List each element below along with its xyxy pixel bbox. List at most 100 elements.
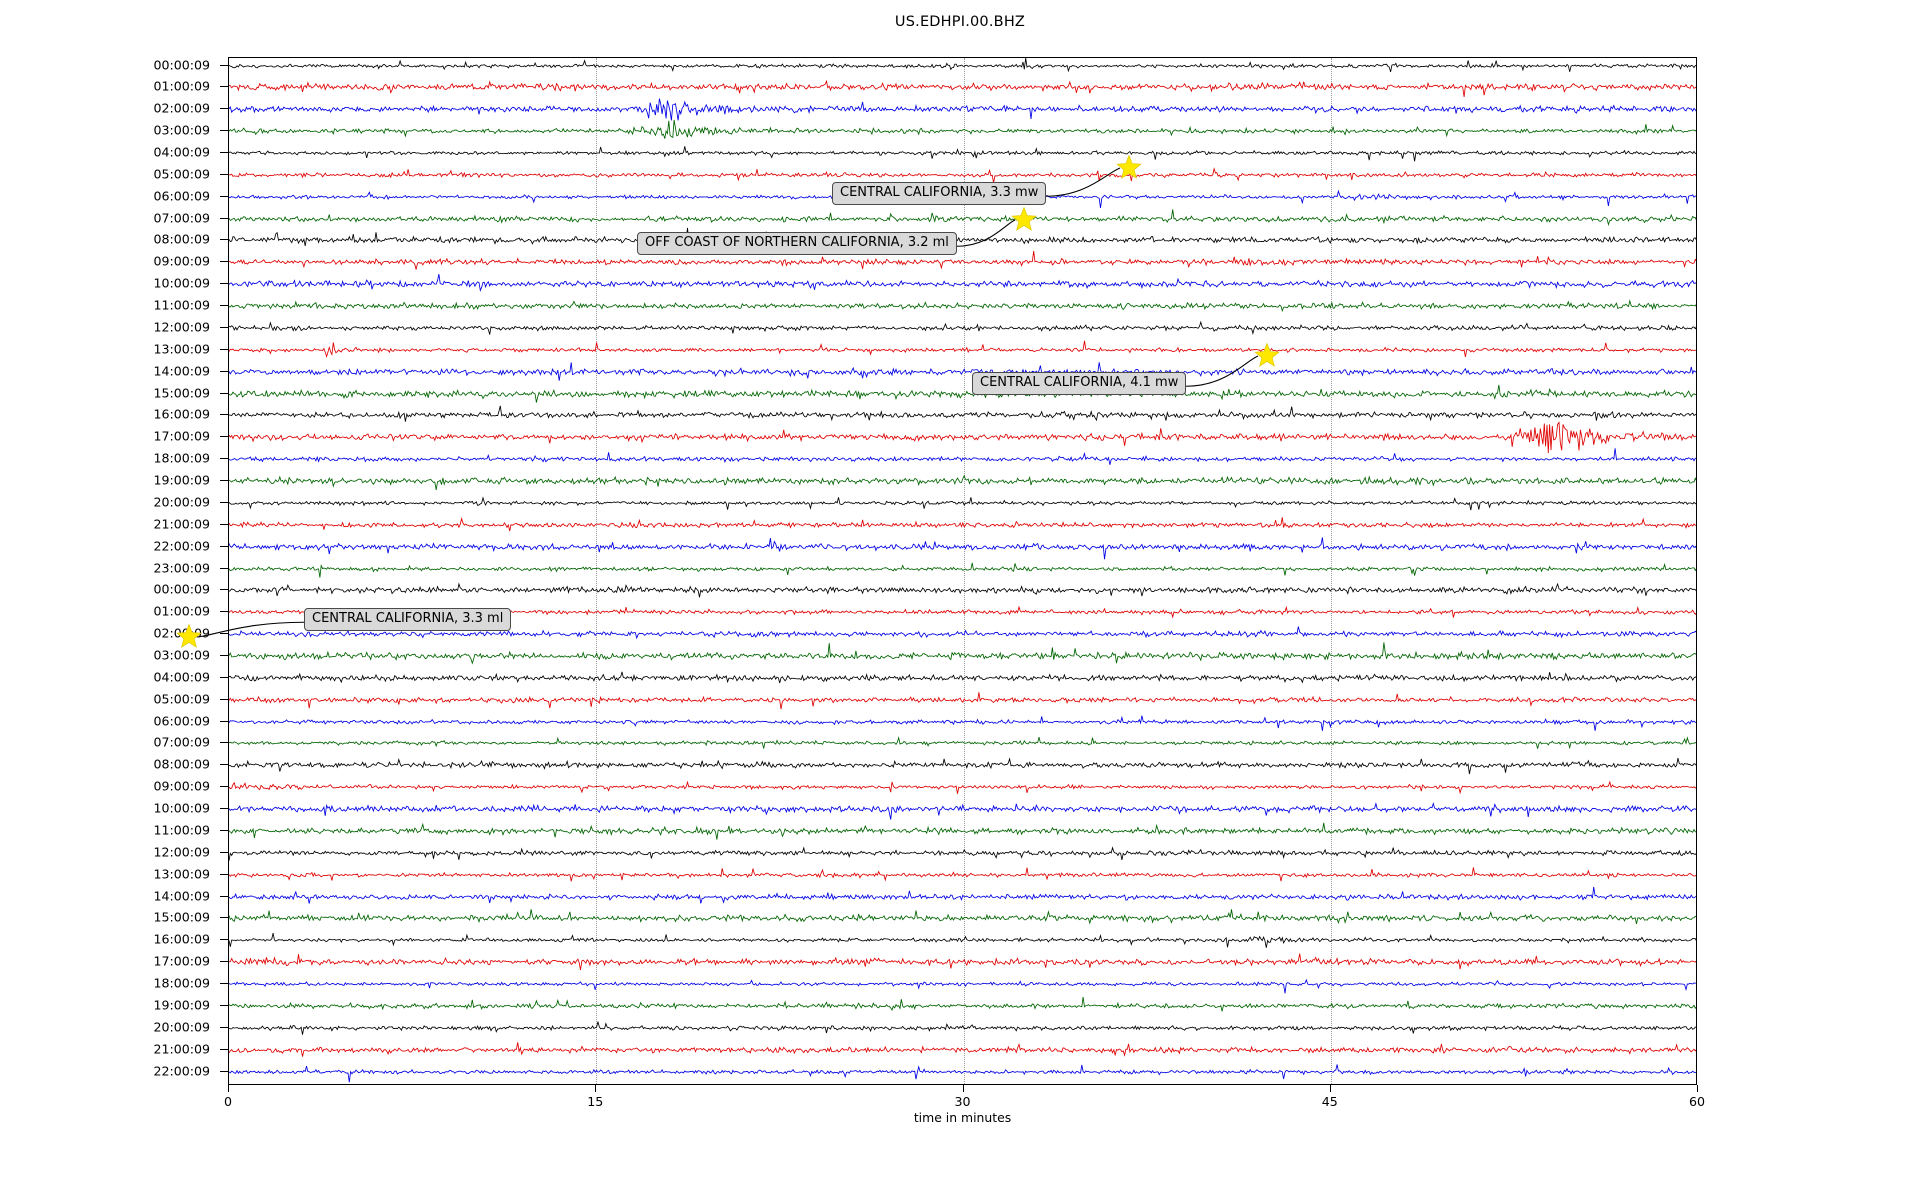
y-tick-mark (220, 611, 228, 613)
x-tick-label: 60 (1688, 1094, 1706, 1109)
x-tick-mark (962, 1085, 964, 1092)
y-tick-mark (220, 130, 228, 132)
y-tick-mark (220, 961, 228, 963)
seismic-trace (229, 1011, 1696, 1045)
seismic-trace (229, 486, 1696, 520)
y-tick-mark (220, 151, 228, 153)
event-label-3[interactable]: CENTRAL CALIFORNIA, 4.1 mw (972, 372, 1187, 395)
y-tick-mark (220, 392, 228, 394)
seismic-trace (229, 333, 1696, 367)
seismic-trace (229, 1033, 1696, 1067)
seismic-trace (229, 420, 1696, 454)
x-axis-ticks: 0 15 30 45 60 (0, 1085, 1920, 1145)
seismic-trace (229, 289, 1696, 323)
seismic-trace (229, 202, 1696, 236)
seismic-trace (229, 442, 1696, 476)
y-tick-label: 00:00:09 (153, 57, 210, 72)
y-tick-label: 04:00:09 (153, 669, 210, 685)
seismic-trace (229, 1055, 1696, 1084)
y-tick-label: 07:00:09 (153, 210, 210, 226)
gridline-15min (596, 58, 598, 1084)
x-tick-label: 15 (587, 1094, 604, 1109)
y-tick-mark (220, 326, 228, 328)
x-tick-mark (228, 1085, 229, 1092)
seismic-trace (229, 267, 1696, 301)
seismic-trace (229, 355, 1696, 389)
seismic-trace (229, 311, 1696, 345)
y-tick-label: 20:00:09 (153, 1019, 210, 1035)
y-tick-mark (220, 86, 228, 88)
y-tick-mark (220, 108, 228, 110)
y-tick-label: 22:00:09 (153, 1063, 210, 1079)
y-tick-mark (220, 370, 228, 372)
seismic-trace (229, 748, 1696, 782)
y-tick-mark (220, 283, 228, 285)
seismic-trace (229, 705, 1696, 739)
y-tick-label: 08:00:09 (153, 231, 210, 247)
y-tick-label: 11:00:09 (153, 822, 210, 838)
y-tick-label: 11:00:09 (153, 297, 210, 313)
y-tick-label: 17:00:09 (153, 428, 210, 444)
y-tick-mark (220, 917, 228, 919)
y-tick-label: 00:00:09 (153, 581, 210, 597)
x-tick-label: 45 (1321, 1094, 1338, 1109)
y-tick-mark (220, 720, 228, 722)
y-tick-label: 12:00:09 (153, 844, 210, 860)
y-tick-mark (220, 239, 228, 241)
y-tick-label: 15:00:09 (153, 909, 210, 925)
seismic-trace (229, 770, 1696, 804)
y-tick-mark (220, 742, 228, 744)
y-tick-label: 03:00:09 (153, 122, 210, 138)
y-axis-labels: 00:00:09 01:00:09 02:00:09 03:00:09 04:00:09… (0, 57, 228, 1085)
seismic-trace (229, 58, 1696, 83)
y-tick-mark (220, 523, 228, 525)
y-tick-label: 02:00:09 (153, 100, 210, 116)
event-label-4[interactable]: CENTRAL CALIFORNIA, 3.3 ml (304, 608, 512, 631)
seismic-trace (229, 552, 1696, 586)
page-title: US.EDHPI.00.BHZ (894, 14, 1026, 30)
y-tick-label: 15:00:09 (153, 385, 210, 401)
seismic-trace (229, 398, 1696, 432)
y-tick-mark (220, 305, 228, 307)
y-tick-label: 13:00:09 (153, 341, 210, 357)
seismic-trace (229, 901, 1696, 935)
y-tick-mark (220, 414, 228, 416)
seismic-trace (229, 530, 1696, 564)
y-tick-mark (220, 589, 228, 591)
seismic-trace (229, 136, 1696, 170)
seismic-trace (229, 70, 1696, 104)
gridline-30min (963, 58, 965, 1084)
seismic-trace (229, 377, 1696, 411)
seismic-trace (229, 245, 1696, 279)
event-label-1[interactable]: CENTRAL CALIFORNIA, 3.3 mw (832, 182, 1047, 205)
y-tick-mark (220, 545, 228, 547)
y-tick-mark (220, 851, 228, 853)
y-tick-label: 10:00:09 (153, 275, 210, 291)
y-tick-label: 07:00:09 (153, 734, 210, 750)
y-tick-mark (220, 567, 228, 569)
y-tick-mark (220, 261, 228, 263)
y-tick-label: 08:00:09 (153, 756, 210, 772)
seismic-trace (229, 792, 1696, 826)
y-tick-label: 18:00:09 (153, 975, 210, 991)
seismic-trace (229, 661, 1696, 695)
y-tick-mark (220, 1026, 228, 1028)
y-tick-label: 09:00:09 (153, 778, 210, 794)
seismic-trace (229, 836, 1696, 870)
seismic-trace (229, 989, 1696, 1023)
y-tick-label: 05:00:09 (153, 691, 210, 707)
seismic-trace (229, 573, 1696, 607)
seismic-trace (229, 508, 1696, 542)
y-tick-mark (220, 436, 228, 438)
traces-container (229, 58, 1696, 1084)
seismic-trace (229, 114, 1696, 148)
y-tick-mark (220, 829, 228, 831)
y-tick-label: 17:00:09 (153, 953, 210, 969)
event-label-2[interactable]: OFF COAST OF NORTHERN CALIFORNIA, 3.2 ml (637, 232, 957, 255)
y-tick-label: 23:00:09 (153, 560, 210, 575)
y-tick-label: 19:00:09 (153, 997, 210, 1013)
y-tick-label: 02:00:09 (153, 625, 210, 641)
y-tick-mark (220, 764, 228, 766)
plot-area (228, 57, 1697, 1085)
